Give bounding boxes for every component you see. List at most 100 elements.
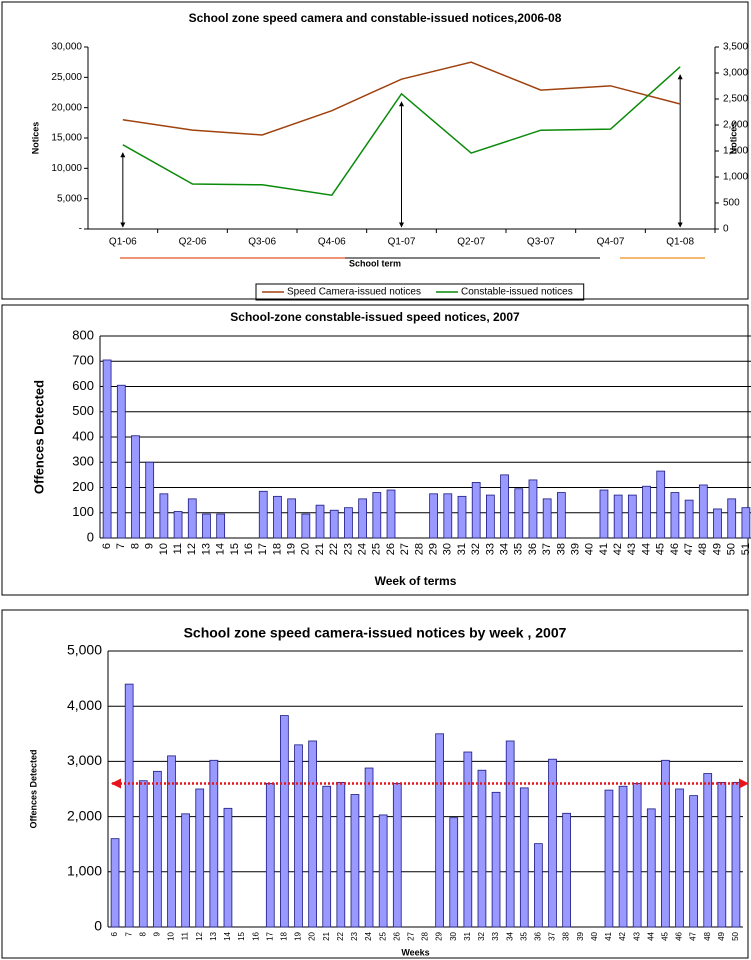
x-tick-label: 34	[505, 931, 514, 940]
x-tick-label: 46	[669, 543, 681, 555]
bar	[627, 494, 637, 539]
x-tick-label: 22	[328, 543, 340, 555]
bar	[519, 787, 529, 928]
bar	[443, 493, 453, 539]
bar	[372, 492, 382, 539]
y2-tick-label: 1,000	[723, 172, 748, 183]
x-tick-label: 21	[314, 543, 326, 555]
bar	[273, 495, 282, 539]
bar	[145, 461, 155, 539]
bar	[223, 807, 233, 928]
x-tick-label: Q1-07	[388, 237, 416, 248]
x-tick-label: Q1-06	[109, 237, 137, 248]
y-tick-label: 10,000	[51, 163, 82, 174]
x-tick-label: 15	[229, 543, 241, 555]
x-tick-label: 43	[632, 931, 641, 940]
x-tick-label: 27	[406, 931, 415, 940]
bar	[500, 474, 509, 539]
line-series	[122, 66, 681, 197]
x-tick-label: 28	[413, 543, 425, 555]
x-tick-label: 13	[209, 931, 218, 940]
y-tick-label: 0	[87, 529, 94, 544]
bar	[116, 384, 126, 539]
bar	[386, 489, 396, 539]
bar	[661, 759, 670, 928]
bar	[486, 494, 495, 539]
bar	[457, 495, 467, 539]
x-tick-label: 25	[371, 543, 383, 555]
legend-box	[255, 283, 585, 301]
bar	[308, 740, 317, 928]
bar	[675, 788, 684, 928]
x-tick-label: 30	[449, 931, 458, 940]
chart-title: School zone speed camera and constable-i…	[189, 11, 562, 25]
x-tick-label: 6	[101, 543, 113, 549]
bar	[604, 789, 614, 928]
bar	[731, 781, 741, 928]
y-tick-label: -	[79, 224, 82, 235]
x-tick-label: 10	[167, 931, 176, 940]
x-tick-label: 17	[265, 931, 274, 940]
y-tick-label: 700	[72, 353, 94, 368]
bar	[505, 740, 515, 928]
line-series	[122, 61, 681, 136]
bar	[528, 479, 538, 539]
bar	[556, 492, 566, 539]
y-axis-label: Notices	[30, 122, 40, 155]
x-tick-label: 32	[470, 543, 482, 555]
bar	[698, 484, 708, 539]
bar	[613, 494, 623, 539]
bar	[646, 808, 656, 928]
x-tick-label: 23	[350, 931, 359, 940]
x-tick-label: 26	[385, 543, 397, 555]
x-tick-label: 19	[294, 931, 303, 940]
x-tick-label: 32	[477, 931, 486, 940]
y-tick-label: 5,000	[67, 642, 102, 658]
x-tick-label: 26	[392, 931, 401, 940]
bar	[727, 498, 737, 539]
x-tick-label: 12	[195, 931, 204, 940]
x-tick-label: 9	[152, 931, 161, 936]
y-tick-label: 0	[94, 918, 102, 934]
bar	[703, 773, 713, 928]
y-tick-label: 1,000	[67, 863, 102, 879]
y2-tick-label: 1,500	[723, 146, 748, 157]
x-tick-label: 42	[618, 931, 627, 940]
legend-label: Constable-issued notices	[461, 287, 573, 298]
x-tick-label: 20	[300, 543, 312, 555]
bar	[159, 493, 169, 539]
bar	[364, 767, 374, 928]
x-tick-label: 49	[717, 931, 726, 940]
x-tick-label: 7	[124, 931, 133, 936]
bar	[124, 683, 134, 928]
x-tick-label: 18	[271, 543, 283, 555]
y-tick-label: 3,000	[67, 752, 102, 768]
bar	[514, 488, 524, 539]
x-tick-label: 40	[584, 543, 596, 555]
x-tick-label: 23	[342, 543, 354, 555]
x-tick-label: 29	[435, 931, 444, 940]
bar	[322, 785, 332, 928]
y-tick-label: 20,000	[51, 102, 82, 113]
bar	[463, 751, 473, 928]
x-tick-label: 19	[286, 543, 298, 555]
x-tick-label: 18	[279, 931, 288, 940]
bar	[287, 498, 297, 539]
bar	[392, 783, 402, 928]
x-tick-label: 41	[604, 931, 613, 940]
x-tick-label: 24	[364, 931, 373, 940]
chart-frame	[1, 1, 749, 300]
bar	[477, 769, 487, 928]
x-tick-label: 22	[336, 931, 345, 940]
y2-tick-label: 2,500	[723, 94, 748, 105]
x-tick-label: 8	[129, 543, 141, 549]
x-tick-label: 41	[598, 543, 610, 555]
x-tick-label: 45	[655, 543, 667, 555]
x-tick-label: 36	[527, 543, 539, 555]
bar	[713, 508, 722, 539]
bar	[202, 513, 211, 539]
bar	[209, 759, 219, 928]
bar	[429, 493, 438, 539]
y2-tick-label: 3,000	[723, 68, 748, 79]
y-tick-label: 5,000	[57, 193, 82, 204]
